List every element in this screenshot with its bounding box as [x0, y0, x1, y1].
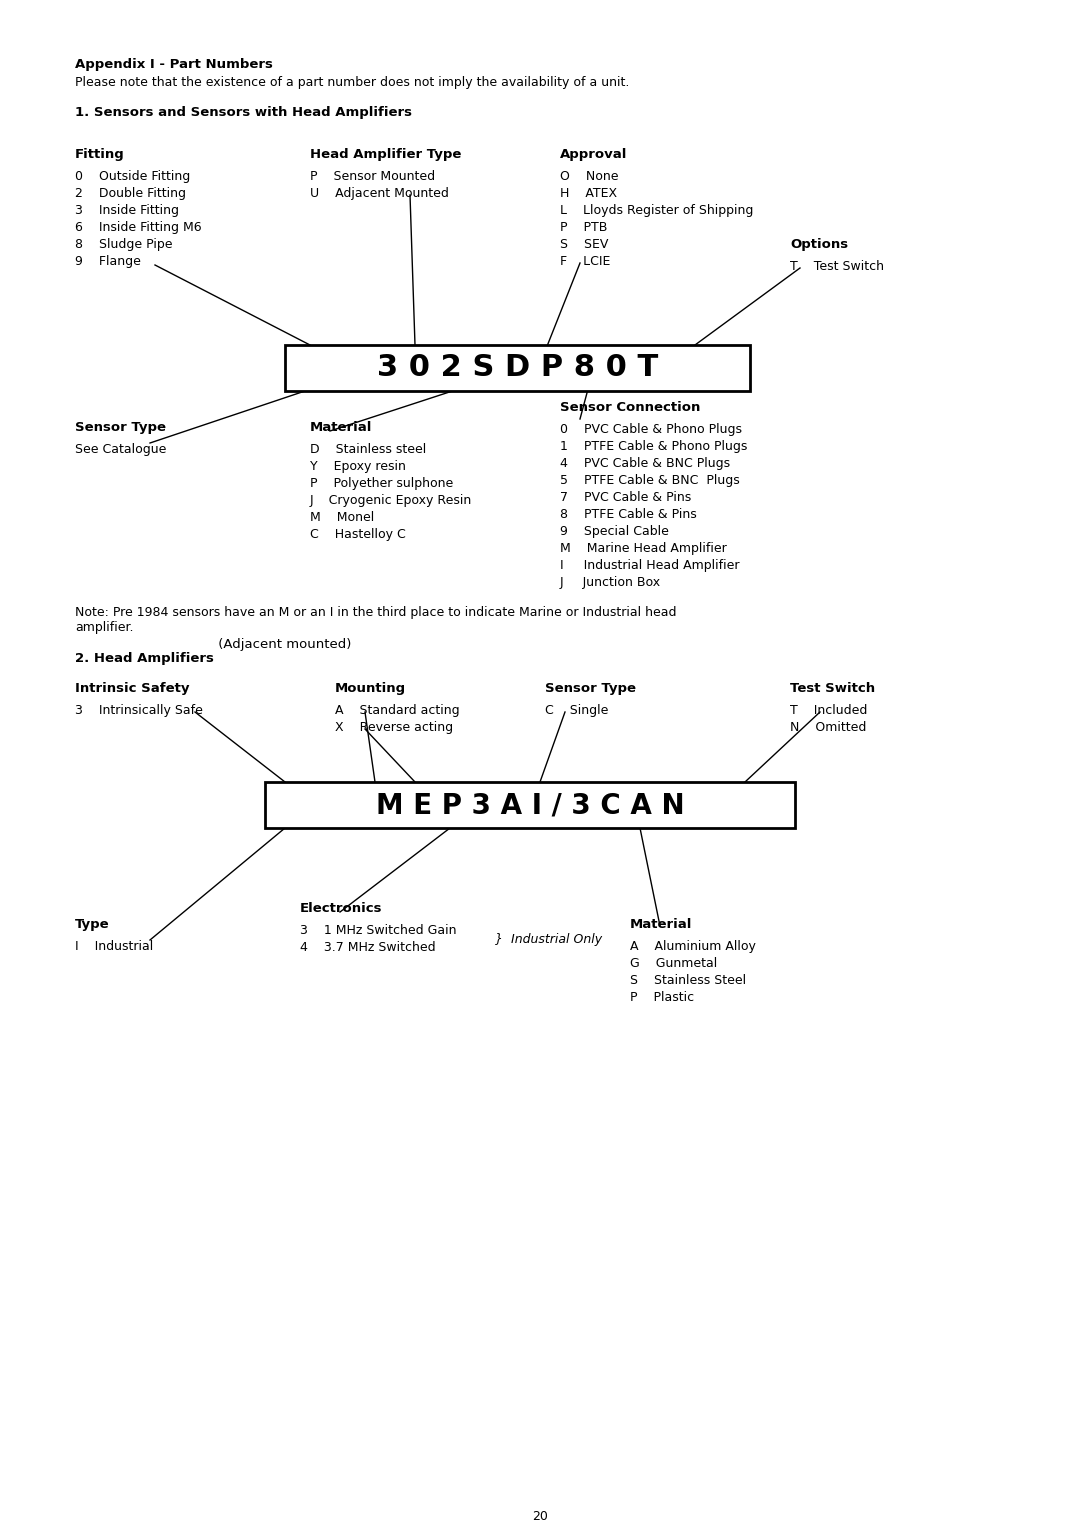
Text: Material: Material	[310, 421, 373, 434]
Text: Type: Type	[75, 918, 110, 931]
Text: N    Omitted: N Omitted	[789, 722, 866, 734]
Text: G    Gunmetal: G Gunmetal	[630, 958, 717, 970]
Text: Sensor Type: Sensor Type	[75, 421, 166, 434]
Text: 1    PTFE Cable & Phono Plugs: 1 PTFE Cable & Phono Plugs	[561, 440, 747, 453]
Text: P    Polyether sulphone: P Polyether sulphone	[310, 476, 454, 490]
Text: 2    Double Fitting: 2 Double Fitting	[75, 187, 186, 201]
Text: Approval: Approval	[561, 149, 627, 161]
Text: H    ATEX: H ATEX	[561, 187, 617, 201]
Text: 2. Head Amplifiers: 2. Head Amplifiers	[75, 653, 214, 665]
Text: O    None: O None	[561, 170, 619, 182]
Text: M E P 3 A I / 3 C A N: M E P 3 A I / 3 C A N	[376, 791, 685, 820]
Text: Sensor Connection: Sensor Connection	[561, 401, 700, 414]
Text: Options: Options	[789, 237, 848, 251]
Text: P    Plastic: P Plastic	[630, 991, 694, 1003]
Text: 1. Sensors and Sensors with Head Amplifiers: 1. Sensors and Sensors with Head Amplifi…	[75, 106, 411, 119]
Text: A    Standard acting: A Standard acting	[335, 705, 460, 717]
Text: Material: Material	[630, 918, 692, 931]
Text: Fitting: Fitting	[75, 149, 125, 161]
Text: 7    PVC Cable & Pins: 7 PVC Cable & Pins	[561, 490, 691, 504]
Text: 8    Sludge Pipe: 8 Sludge Pipe	[75, 237, 173, 251]
Text: J     Junction Box: J Junction Box	[561, 576, 661, 588]
Bar	[265, 781, 795, 827]
Text: Head Amplifier Type: Head Amplifier Type	[310, 149, 461, 161]
Text: 4    3.7 MHz Switched: 4 3.7 MHz Switched	[300, 941, 435, 954]
Text: I     Industrial Head Amplifier: I Industrial Head Amplifier	[561, 559, 740, 571]
Text: T    Included: T Included	[789, 705, 867, 717]
Text: M    Monel: M Monel	[310, 512, 375, 524]
Text: J    Cryogenic Epoxy Resin: J Cryogenic Epoxy Resin	[310, 493, 472, 507]
Text: 0    Outside Fitting: 0 Outside Fitting	[75, 170, 190, 182]
Text: S    Stainless Steel: S Stainless Steel	[630, 974, 746, 987]
Text: Test Switch: Test Switch	[789, 682, 875, 696]
Text: See Catalogue: See Catalogue	[75, 443, 166, 457]
Text: C    Single: C Single	[545, 705, 608, 717]
Text: 4    PVC Cable & BNC Plugs: 4 PVC Cable & BNC Plugs	[561, 457, 730, 470]
Text: }  Industrial Only: } Industrial Only	[495, 933, 603, 945]
Text: F    LCIE: F LCIE	[561, 254, 610, 268]
Text: 0    PVC Cable & Phono Plugs: 0 PVC Cable & Phono Plugs	[561, 423, 742, 437]
Text: X    Reverse acting: X Reverse acting	[335, 722, 454, 734]
Text: 9    Flange: 9 Flange	[75, 254, 140, 268]
Text: Intrinsic Safety: Intrinsic Safety	[75, 682, 189, 696]
Text: 3 0 2 S D P 8 0 T: 3 0 2 S D P 8 0 T	[377, 354, 658, 383]
Text: 20: 20	[532, 1511, 548, 1523]
Text: P    PTB: P PTB	[561, 221, 607, 234]
Text: Y    Epoxy resin: Y Epoxy resin	[310, 460, 406, 473]
Text: M    Marine Head Amplifier: M Marine Head Amplifier	[561, 542, 727, 555]
Text: 3    Intrinsically Safe: 3 Intrinsically Safe	[75, 705, 203, 717]
Text: 8    PTFE Cable & Pins: 8 PTFE Cable & Pins	[561, 509, 697, 521]
Text: Mounting: Mounting	[335, 682, 406, 696]
Text: 6    Inside Fitting M6: 6 Inside Fitting M6	[75, 221, 202, 234]
Text: U    Adjacent Mounted: U Adjacent Mounted	[310, 187, 449, 201]
Text: Note: Pre 1984 sensors have an M or an I in the third place to indicate Marine o: Note: Pre 1984 sensors have an M or an I…	[75, 607, 676, 634]
Text: Appendix I - Part Numbers: Appendix I - Part Numbers	[75, 58, 273, 70]
Text: C    Hastelloy C: C Hastelloy C	[310, 529, 406, 541]
Text: 5    PTFE Cable & BNC  Plugs: 5 PTFE Cable & BNC Plugs	[561, 473, 740, 487]
Text: 3    Inside Fitting: 3 Inside Fitting	[75, 204, 179, 218]
Text: D    Stainless steel: D Stainless steel	[310, 443, 427, 457]
Text: 9    Special Cable: 9 Special Cable	[561, 525, 669, 538]
Text: T    Test Switch: T Test Switch	[789, 260, 885, 273]
Text: (Adjacent mounted): (Adjacent mounted)	[214, 639, 351, 651]
Text: 3    1 MHz Switched Gain: 3 1 MHz Switched Gain	[300, 924, 457, 938]
Text: A    Aluminium Alloy: A Aluminium Alloy	[630, 941, 756, 953]
Text: Please note that the existence of a part number does not imply the availability : Please note that the existence of a part…	[75, 77, 630, 89]
Text: I    Industrial: I Industrial	[75, 941, 153, 953]
Text: Electronics: Electronics	[300, 902, 382, 915]
Text: Sensor Type: Sensor Type	[545, 682, 636, 696]
Text: S    SEV: S SEV	[561, 237, 608, 251]
Text: L    Lloyds Register of Shipping: L Lloyds Register of Shipping	[561, 204, 754, 218]
Text: P    Sensor Mounted: P Sensor Mounted	[310, 170, 435, 182]
Bar	[285, 345, 750, 391]
